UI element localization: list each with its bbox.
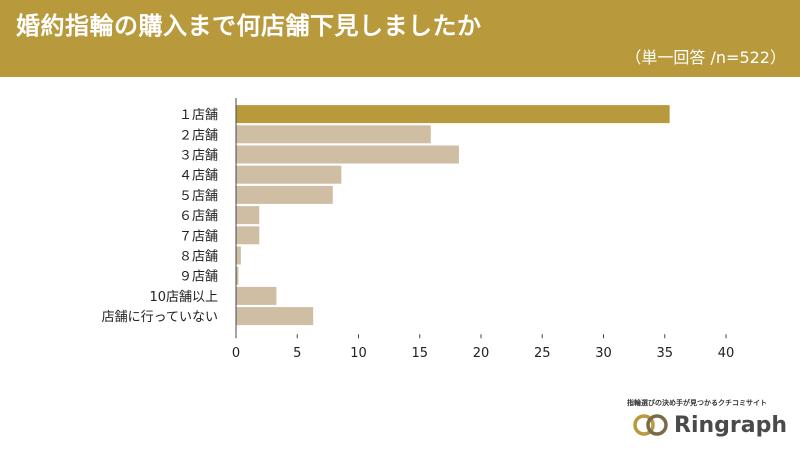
sample-note: （単一回答 /n=522） — [625, 48, 786, 67]
brand-name: Ringraph — [674, 412, 787, 438]
bar — [236, 246, 241, 265]
category-label: ５店舗 — [179, 189, 218, 204]
x-tick-label: 0 — [232, 346, 240, 361]
category-label: ６店舗 — [179, 209, 218, 224]
x-tick-label: 25 — [534, 346, 551, 361]
brand-logo-lockup: Ringraph — [632, 411, 787, 439]
bar — [236, 307, 314, 326]
category-label: 店舗に行っていない — [102, 310, 218, 325]
category-label: ９店舗 — [179, 270, 218, 285]
category-label: 10店舗以上 — [149, 290, 218, 305]
x-tick-label: 20 — [473, 346, 490, 361]
x-tick-label: 35 — [656, 346, 673, 361]
bar — [236, 226, 260, 245]
category-label: ４店舗 — [179, 169, 218, 184]
chart-title: 婚約指輪の購入まで何店舗下見しましたか — [16, 12, 482, 40]
x-tick-label: 40 — [718, 346, 735, 361]
bar — [236, 185, 333, 204]
x-tick-label: 5 — [293, 346, 301, 361]
category-label: １店舗 — [179, 108, 218, 123]
x-tick-label: 15 — [411, 346, 428, 361]
bar — [236, 206, 260, 225]
category-label: ７店舗 — [179, 229, 218, 244]
bar — [236, 165, 342, 184]
double-ring-icon — [633, 414, 668, 436]
category-label: ３店舗 — [179, 149, 218, 164]
bar — [236, 125, 431, 144]
x-tick-label: 30 — [595, 346, 612, 361]
bar — [236, 266, 239, 285]
header-banner: 婚約指輪の購入まで何店舗下見しましたか （単一回答 /n=522） — [0, 0, 800, 77]
brand-tagline: 指輪選びの決め手が見つかるクチコミサイト — [627, 399, 767, 407]
category-label: ２店舗 — [179, 128, 218, 143]
bar — [236, 145, 459, 164]
bar — [236, 105, 670, 124]
x-tick-label: 10 — [350, 346, 367, 361]
bar — [236, 286, 277, 305]
category-label: ８店舗 — [179, 250, 218, 265]
